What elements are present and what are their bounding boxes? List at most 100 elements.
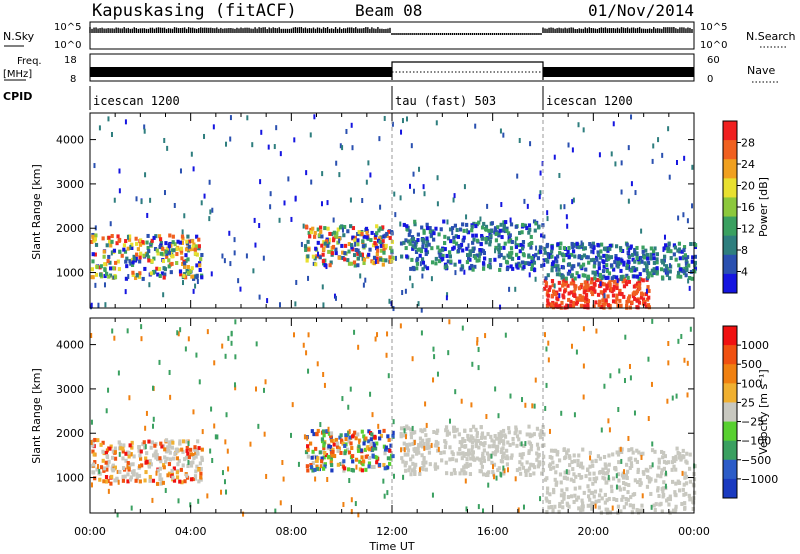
- range-cell: [118, 249, 122, 254]
- range-cell: [603, 500, 607, 505]
- range-cell: [434, 261, 438, 266]
- range-cell: [482, 266, 486, 271]
- range-cell: [597, 493, 602, 498]
- range-cell: [340, 243, 344, 248]
- range-cell: [421, 244, 425, 249]
- range-cell: [560, 300, 564, 305]
- noise-cell: [545, 346, 548, 352]
- range-cell: [677, 241, 682, 246]
- noise-cell: [181, 229, 184, 235]
- range-cell: [544, 257, 548, 262]
- range-cell: [494, 436, 498, 441]
- noise-cell: [206, 493, 209, 499]
- noise-cell: [417, 301, 420, 307]
- range-cell: [439, 227, 443, 232]
- range-cell: [516, 263, 520, 268]
- range-cell: [199, 477, 203, 482]
- range-cell: [611, 476, 616, 481]
- range-cell: [575, 497, 579, 502]
- nsearch-label: N.Search: [746, 30, 796, 43]
- range-cell: [162, 465, 166, 470]
- noise-cell: [237, 278, 240, 284]
- range-cell: [593, 289, 597, 294]
- range-cell: [465, 222, 469, 227]
- range-cell: [408, 465, 412, 470]
- range-cell: [678, 451, 682, 456]
- noise-cell: [565, 469, 568, 475]
- range-cell: [389, 456, 393, 461]
- noise-cell: [668, 263, 671, 269]
- range-cell: [693, 260, 697, 265]
- range-cell: [450, 226, 455, 231]
- range-cell: [680, 268, 684, 273]
- range-cell: [155, 481, 160, 486]
- noise-cell: [471, 361, 474, 367]
- range-cell: [387, 229, 391, 234]
- noise-cell: [184, 346, 187, 352]
- noise-cell: [135, 196, 138, 202]
- noise-cell: [326, 476, 329, 482]
- range-cell: [515, 468, 520, 473]
- range-cell: [306, 444, 310, 449]
- range-cell: [574, 474, 578, 479]
- noise-cell: [391, 121, 394, 127]
- range-cell: [349, 261, 354, 266]
- range-cell: [674, 467, 678, 472]
- noise-cell: [565, 214, 568, 220]
- colorbar-swatch: [723, 383, 737, 403]
- range-cell: [481, 261, 486, 266]
- noise-cell: [221, 253, 224, 259]
- range-cell: [553, 477, 557, 482]
- range-cell: [164, 249, 168, 254]
- range-cell: [378, 226, 382, 231]
- range-cell: [565, 476, 569, 481]
- range-cell: [430, 246, 434, 251]
- range-cell: [638, 272, 642, 277]
- range-cell: [448, 227, 453, 232]
- noise-cell: [179, 168, 182, 174]
- noise-cell: [662, 246, 665, 252]
- noise-cell: [403, 428, 406, 434]
- range-cell: [508, 443, 512, 448]
- range-cell: [121, 466, 126, 471]
- range-cell: [322, 443, 326, 448]
- range-cell: [160, 444, 164, 449]
- range-cell: [465, 260, 470, 265]
- noise-cell: [144, 444, 147, 450]
- range-cell: [531, 257, 535, 262]
- noise-cell: [225, 141, 228, 147]
- noise-cell: [592, 249, 595, 255]
- range-cell: [478, 248, 482, 253]
- noise-cell: [214, 434, 217, 440]
- range-cell: [640, 259, 644, 264]
- range-cell: [662, 459, 667, 464]
- range-cell: [444, 264, 449, 269]
- noise-cell: [400, 447, 403, 453]
- range-cell: [376, 248, 380, 253]
- range-cell: [521, 240, 526, 245]
- range-cell: [455, 228, 459, 233]
- range-cell: [113, 465, 117, 470]
- range-cell: [610, 276, 614, 281]
- noise-cell: [234, 385, 237, 391]
- range-cell: [552, 448, 556, 453]
- range-cell: [402, 441, 406, 446]
- noise-cell: [209, 209, 212, 215]
- range-cell: [687, 263, 691, 268]
- range-cell: [180, 480, 184, 485]
- range-cell: [574, 301, 579, 306]
- colorbar-swatch: [723, 140, 737, 160]
- range-cell: [561, 505, 565, 510]
- noise-cell: [227, 466, 230, 472]
- range-cell: [626, 245, 630, 250]
- range-cell: [631, 294, 636, 299]
- range-cell: [580, 243, 584, 248]
- noise-cell: [349, 197, 352, 203]
- range-cell: [631, 450, 635, 455]
- range-cell: [603, 476, 607, 481]
- noise-cell: [474, 123, 477, 129]
- range-cell: [564, 278, 568, 283]
- range-cell: [417, 450, 421, 455]
- noise-cell: [378, 136, 381, 142]
- range-cell: [318, 225, 323, 230]
